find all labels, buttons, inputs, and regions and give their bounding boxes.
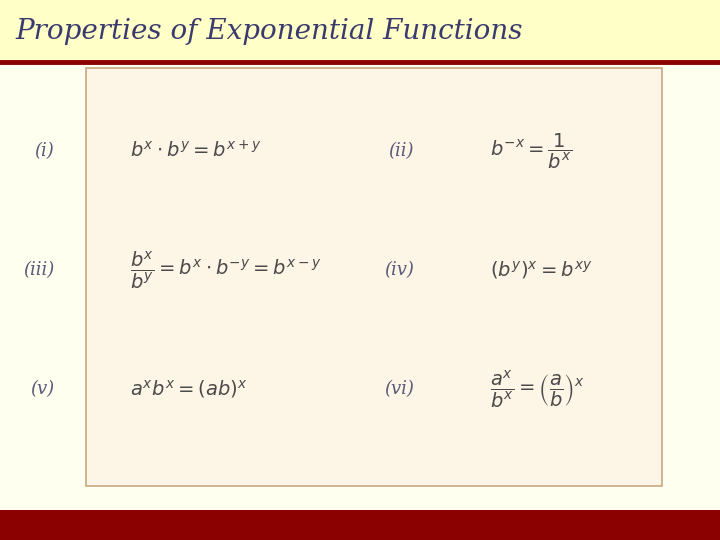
FancyBboxPatch shape [0,510,720,540]
Text: (ii): (ii) [389,142,414,160]
Text: $b^x \cdot b^y = b^{x+y}$: $b^x \cdot b^y = b^{x+y}$ [130,140,261,162]
Text: (i): (i) [35,142,54,160]
Text: $(b^y)^x = b^{xy}$: $(b^y)^x = b^{xy}$ [490,259,592,281]
Text: $\dfrac{b^x}{b^y} = b^x \cdot b^{-y} = b^{x-y}$: $\dfrac{b^x}{b^y} = b^x \cdot b^{-y} = b… [130,249,321,291]
Text: (v): (v) [30,380,54,398]
Text: (iii): (iii) [23,261,54,279]
Text: $b^{-x} = \dfrac{1}{b^x}$: $b^{-x} = \dfrac{1}{b^x}$ [490,131,572,171]
FancyBboxPatch shape [86,68,662,486]
Text: (iv): (iv) [384,261,414,279]
Text: $a^x b^x = (ab)^x$: $a^x b^x = (ab)^x$ [130,378,248,400]
Text: Properties of Exponential Functions: Properties of Exponential Functions [16,17,523,45]
FancyBboxPatch shape [0,0,720,62]
Text: (vi): (vi) [384,380,414,398]
Text: $\dfrac{a^x}{b^x} = \left(\dfrac{a}{b}\right)^x$: $\dfrac{a^x}{b^x} = \left(\dfrac{a}{b}\r… [490,368,585,409]
